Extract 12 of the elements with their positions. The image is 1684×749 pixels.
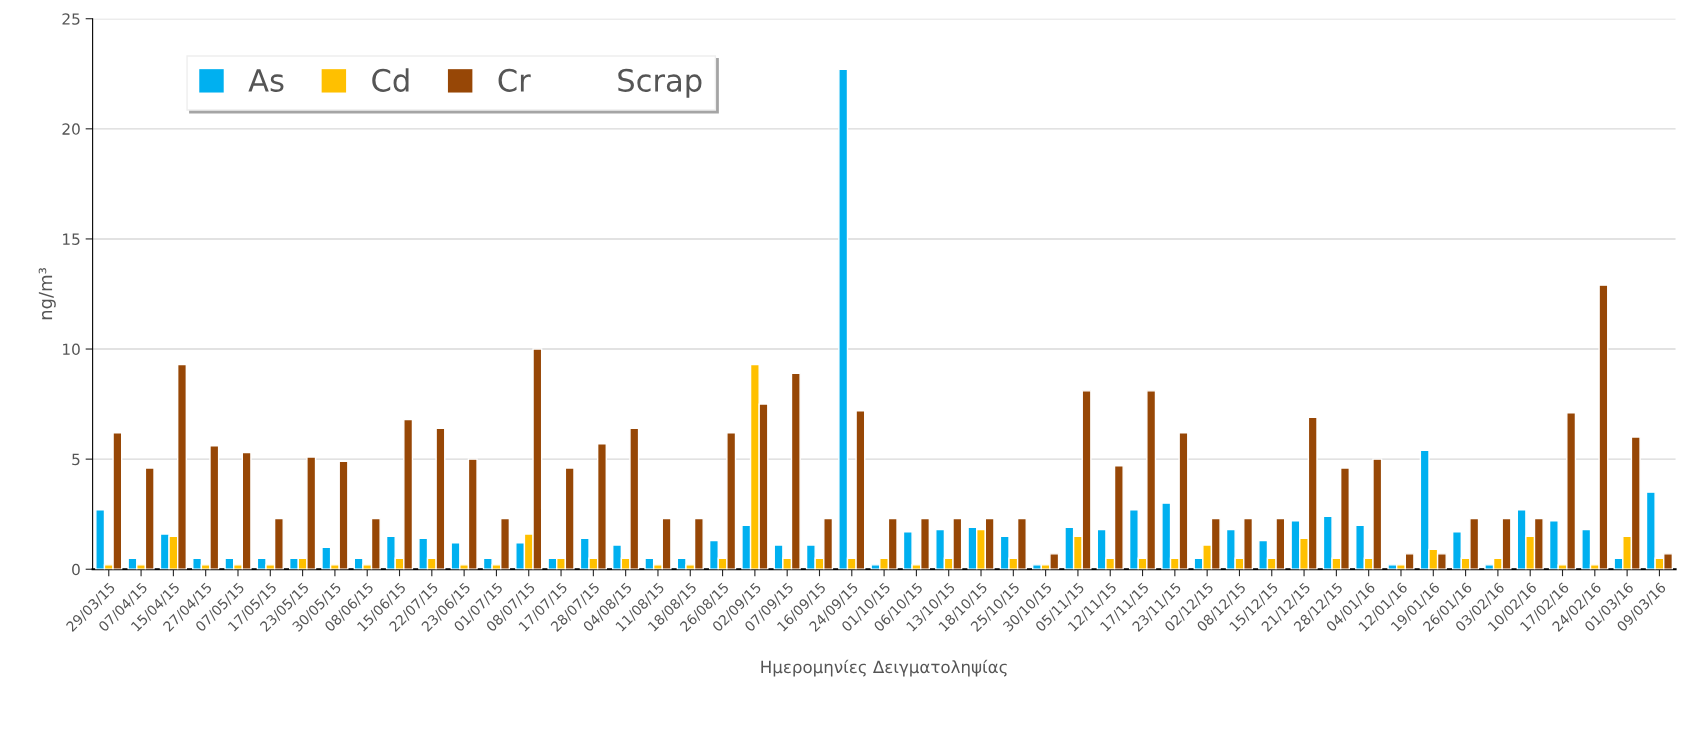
- x-axis-title: Ημερομηνίες Δειγματοληψίας: [761, 659, 1007, 677]
- y-tick-label: 20: [62, 123, 80, 135]
- y-tick-label: 15: [63, 233, 80, 245]
- legend-label: As: [248, 69, 284, 92]
- y-tick-label: 0: [72, 563, 80, 576]
- y-tick-label: 10: [63, 343, 80, 356]
- legend-label: Cd: [372, 68, 409, 92]
- y-axis-title: ng/m³: [38, 267, 56, 320]
- legend-label: Cr: [498, 68, 531, 92]
- text: Scrap: [618, 68, 702, 98]
- y-tick-label: 5: [72, 453, 80, 466]
- y-tick-label: 25: [62, 13, 80, 25]
